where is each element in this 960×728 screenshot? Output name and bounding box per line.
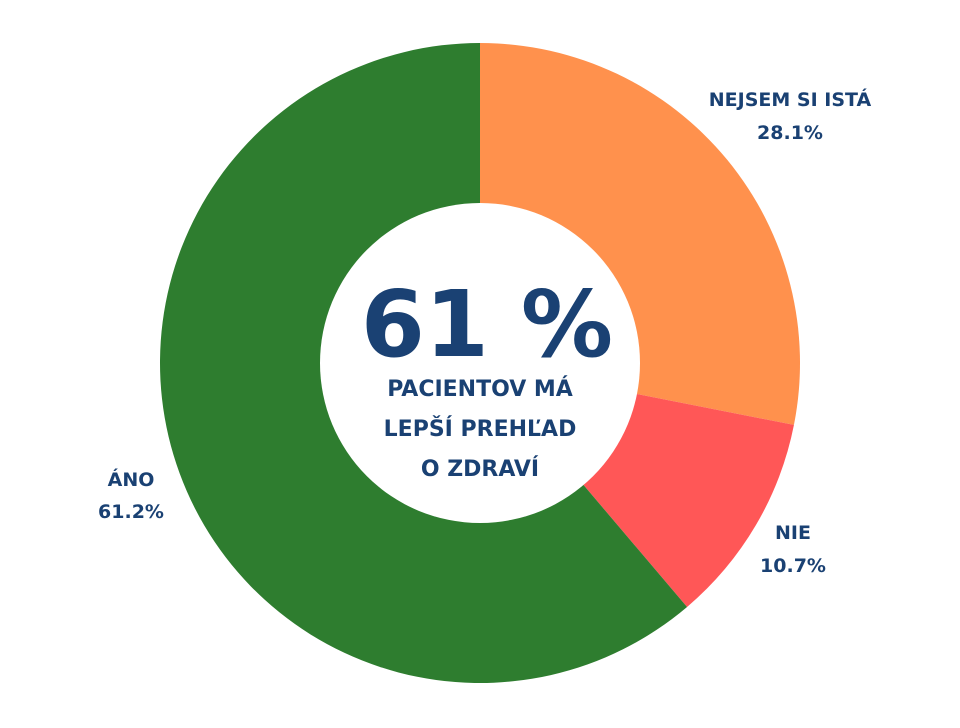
label-ano-value: 61.2% <box>98 501 164 523</box>
label-nejsem-name: NEJSEM SI ISTÁ <box>709 88 872 111</box>
donut-hole <box>320 203 640 523</box>
center-line-1: PACIENTOV MÁ <box>387 376 573 402</box>
center-line-2: LEPŠÍ PREHĽAD <box>384 416 577 442</box>
label-nie-name: NIE <box>775 522 811 544</box>
center-line-3: O ZDRAVÍ <box>421 456 539 482</box>
center-headline: 61 % <box>361 271 613 378</box>
label-nie-value: 10.7% <box>760 555 826 577</box>
label-ano-name: ÁNO <box>108 468 155 491</box>
label-nejsem-value: 28.1% <box>757 122 823 144</box>
